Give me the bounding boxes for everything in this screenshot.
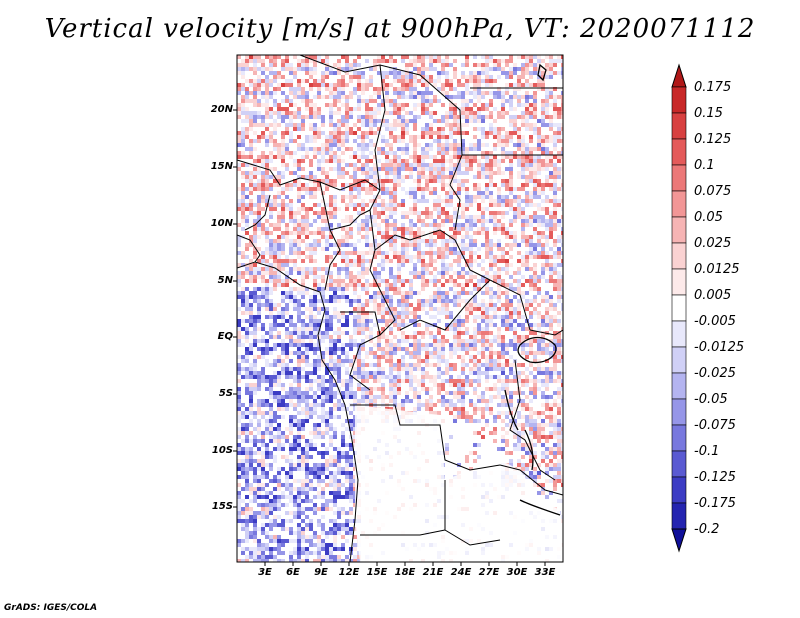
colorbar-swatch [671,164,687,192]
lon-label: 18E [394,567,416,578]
lon-label: 6E [286,567,300,578]
grads-credit: GrADS: IGES/COLA [4,603,98,613]
lat-label: 5S [218,388,233,399]
plot-title: Vertical velocity [m/s] at 900hPa, VT: 2… [44,14,756,44]
colorbar-top-arrow [671,63,687,88]
lat-label: 10N [210,218,233,229]
lon-label: 12E [338,567,360,578]
colorbar-label: -0.125 [694,470,736,485]
colorbar-label: 0.0125 [694,262,740,277]
colorbar-swatch [671,372,687,400]
colorbar-label: 0.05 [694,210,723,225]
vertical-velocity-field [237,55,563,562]
colorbar-label: 0.125 [694,132,732,147]
colorbar-swatch [671,112,687,140]
colorbar-label: 0.005 [694,288,732,303]
colorbar-label: -0.1 [694,444,720,459]
lon-label: 9E [314,567,328,578]
colorbar-label: 0.175 [694,80,732,95]
colorbar-swatch [671,450,687,478]
lon-label: 3E [258,567,272,578]
lakes [504,63,561,516]
colorbar-swatch [671,268,687,296]
lon-label: 27E [478,567,500,578]
colorbar [671,63,687,553]
lon-ticks [264,562,546,566]
lat-label: 15N [210,161,233,172]
colorbar-label: 0.1 [694,158,715,173]
lon-label: 21E [422,567,444,578]
lat-label: 10S [211,445,233,456]
colorbar-swatch [671,294,687,322]
colorbar-label: -0.075 [694,418,736,433]
colorbar-label: -0.2 [694,522,720,537]
colorbar-swatch [671,216,687,244]
lon-label: 24E [450,567,472,578]
colorbar-swatch [671,138,687,166]
lon-label: 30E [506,567,528,578]
colorbar-swatch [671,476,687,504]
colorbar-swatch [671,190,687,218]
colorbar-label: -0.025 [694,366,736,381]
colorbar-swatch [671,424,687,452]
lon-label: 33E [534,567,556,578]
lat-label: 15S [211,501,233,512]
colorbar-swatch [671,242,687,270]
lat-ticks [233,109,237,508]
colorbar-label: -0.175 [694,496,736,511]
colorbar-swatch [671,346,687,374]
colorbar-label: 0.025 [694,236,732,251]
lat-label: 20N [210,104,233,115]
colorbar-swatch [671,398,687,426]
colorbar-label: -0.0125 [694,340,745,355]
country-borders [237,55,563,562]
colorbar-label: 0.075 [694,184,732,199]
lat-label: 5N [217,275,233,286]
colorbar-swatch [671,502,687,530]
lon-label: 15E [366,567,388,578]
lat-label: EQ [217,331,233,342]
plot-frame [236,54,564,563]
colorbar-label: 0.15 [694,106,723,121]
colorbar-swatch [671,320,687,348]
colorbar-label: -0.005 [694,314,736,329]
colorbar-label: -0.05 [694,392,728,407]
colorbar-bottom-arrow [671,528,687,553]
colorbar-swatch [671,86,687,114]
